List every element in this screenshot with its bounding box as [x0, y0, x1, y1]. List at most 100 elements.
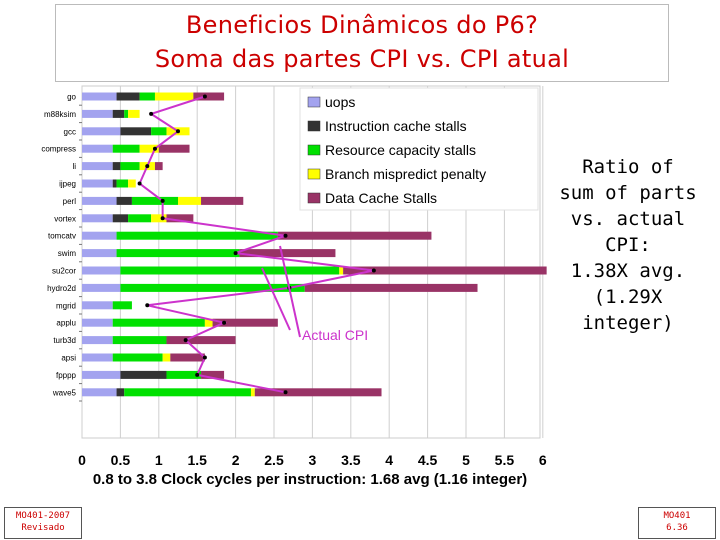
actual-cpi-label: Actual CPI	[302, 327, 368, 343]
bar-segment	[116, 388, 125, 397]
category-label: wave5	[52, 388, 77, 397]
bar-segment	[201, 370, 225, 379]
slide-title-line-2: Soma das partes CPI vs. CPI atual	[154, 45, 570, 73]
legend-swatch	[307, 192, 321, 204]
actual-cpi-marker	[137, 181, 142, 186]
bar-segment	[158, 144, 190, 153]
category-label: turb3d	[53, 336, 76, 345]
x-tick-label: 0	[78, 452, 86, 468]
bar-segment	[128, 109, 140, 118]
x-tick-label: 5	[462, 452, 470, 468]
bar-segment	[82, 127, 121, 136]
legend-label: Branch mispredict penalty	[325, 166, 486, 182]
bar-segment	[277, 231, 432, 240]
bar-segment	[166, 214, 194, 223]
ratio-note-line: (1.29X	[593, 286, 663, 308]
bar-segment	[82, 370, 121, 379]
bar-segment	[82, 214, 113, 223]
category-label: applu	[56, 319, 76, 328]
bar-segment	[112, 301, 132, 310]
bar-segment	[120, 283, 305, 292]
bar-segment	[128, 214, 152, 223]
legend-label: Data Cache Stalls	[325, 190, 437, 206]
bar-segment	[304, 283, 478, 292]
bar-segment	[82, 196, 117, 205]
bar-segment	[82, 283, 121, 292]
bar-segment	[250, 388, 255, 397]
actual-cpi-marker	[183, 338, 188, 343]
bar-segment	[116, 231, 278, 240]
legend-swatch	[307, 168, 321, 180]
x-tick-label: 5.5	[495, 452, 515, 468]
category-label: swim	[58, 249, 77, 258]
ratio-note-line: sum of parts	[559, 182, 697, 204]
bar-segment	[112, 144, 140, 153]
bar-segment	[131, 196, 178, 205]
bar-segment	[124, 388, 251, 397]
bar-segment	[120, 162, 140, 171]
footer-course-short: MO401	[663, 511, 691, 521]
bar-segment	[154, 92, 194, 101]
category-label: apsi	[61, 354, 76, 363]
bar-segment	[120, 127, 152, 136]
x-axis-label: 0.8 to 3.8 Clock cycles per instruction:…	[92, 471, 528, 488]
category-label: vortex	[54, 214, 76, 223]
bar-segment	[151, 214, 167, 223]
category-label: tomcatv	[48, 232, 76, 241]
bar-segment	[82, 162, 113, 171]
bar-segment	[112, 109, 125, 118]
bar-segment	[151, 127, 167, 136]
category-label: fpppp	[56, 371, 77, 380]
bar-segment	[82, 92, 117, 101]
legend-swatch	[307, 144, 321, 156]
title-box: Beneficios Dinâmicos do P6? Soma das par…	[55, 4, 669, 82]
actual-cpi-marker	[202, 355, 207, 360]
category-label: li	[72, 162, 76, 171]
bar-segment	[120, 266, 340, 275]
bar-segment	[166, 370, 202, 379]
actual-cpi-marker	[160, 198, 165, 203]
bar-segment	[120, 370, 167, 379]
footer-course: MO401-2007	[15, 511, 71, 521]
bar-segment	[212, 318, 278, 327]
ratio-note-line: vs. actual	[570, 208, 686, 230]
ratio-note-line: 1.38X avg.	[570, 260, 686, 282]
category-label: su2cor	[52, 267, 76, 276]
cpi-chart: go m88ksim gcc compress li ijpeg perl vortex tom…	[41, 85, 547, 468]
actual-cpi-marker	[371, 268, 376, 273]
bar-segment	[116, 92, 140, 101]
legend-box	[299, 87, 539, 211]
bar-segment	[82, 179, 113, 188]
category-label: go	[67, 93, 76, 102]
actual-cpi-marker	[149, 111, 154, 116]
legend-swatch	[307, 120, 321, 132]
category-label: mgrid	[56, 301, 76, 310]
bar-segment	[82, 266, 121, 275]
x-tick-label: 1.5	[187, 452, 207, 468]
legend-label: Instruction cache stalls	[325, 118, 467, 134]
category-label: hydro2d	[47, 284, 76, 293]
bar-segment	[112, 318, 205, 327]
x-tick-label: 4	[385, 452, 393, 468]
bar-segment	[82, 318, 113, 327]
bar-segment	[112, 214, 129, 223]
actual-cpi-marker	[195, 372, 200, 377]
bar-segment	[166, 336, 236, 345]
actual-cpi-marker	[176, 129, 180, 134]
x-tick-label: 2	[232, 452, 240, 468]
actual-cpi-line	[138, 95, 375, 394]
x-tick-label: 0.5	[111, 452, 131, 468]
bar-segment	[178, 196, 202, 205]
x-tick-label: 3	[309, 452, 317, 468]
actual-cpi-marker	[233, 251, 238, 256]
bar-segment	[239, 249, 336, 258]
bar-segment	[124, 109, 129, 118]
footer-course-box: MO401-2007 Revisado	[4, 507, 82, 539]
category-label: ijpeg	[59, 180, 76, 189]
actual-cpi-marker	[145, 164, 150, 169]
actual-cpi-marker	[160, 216, 165, 221]
actual-cpi-marker	[222, 320, 227, 325]
slide-title-line-1: Beneficios Dinâmicos do P6?	[185, 11, 539, 39]
bar-segment	[82, 144, 113, 153]
bar-segment	[112, 162, 121, 171]
